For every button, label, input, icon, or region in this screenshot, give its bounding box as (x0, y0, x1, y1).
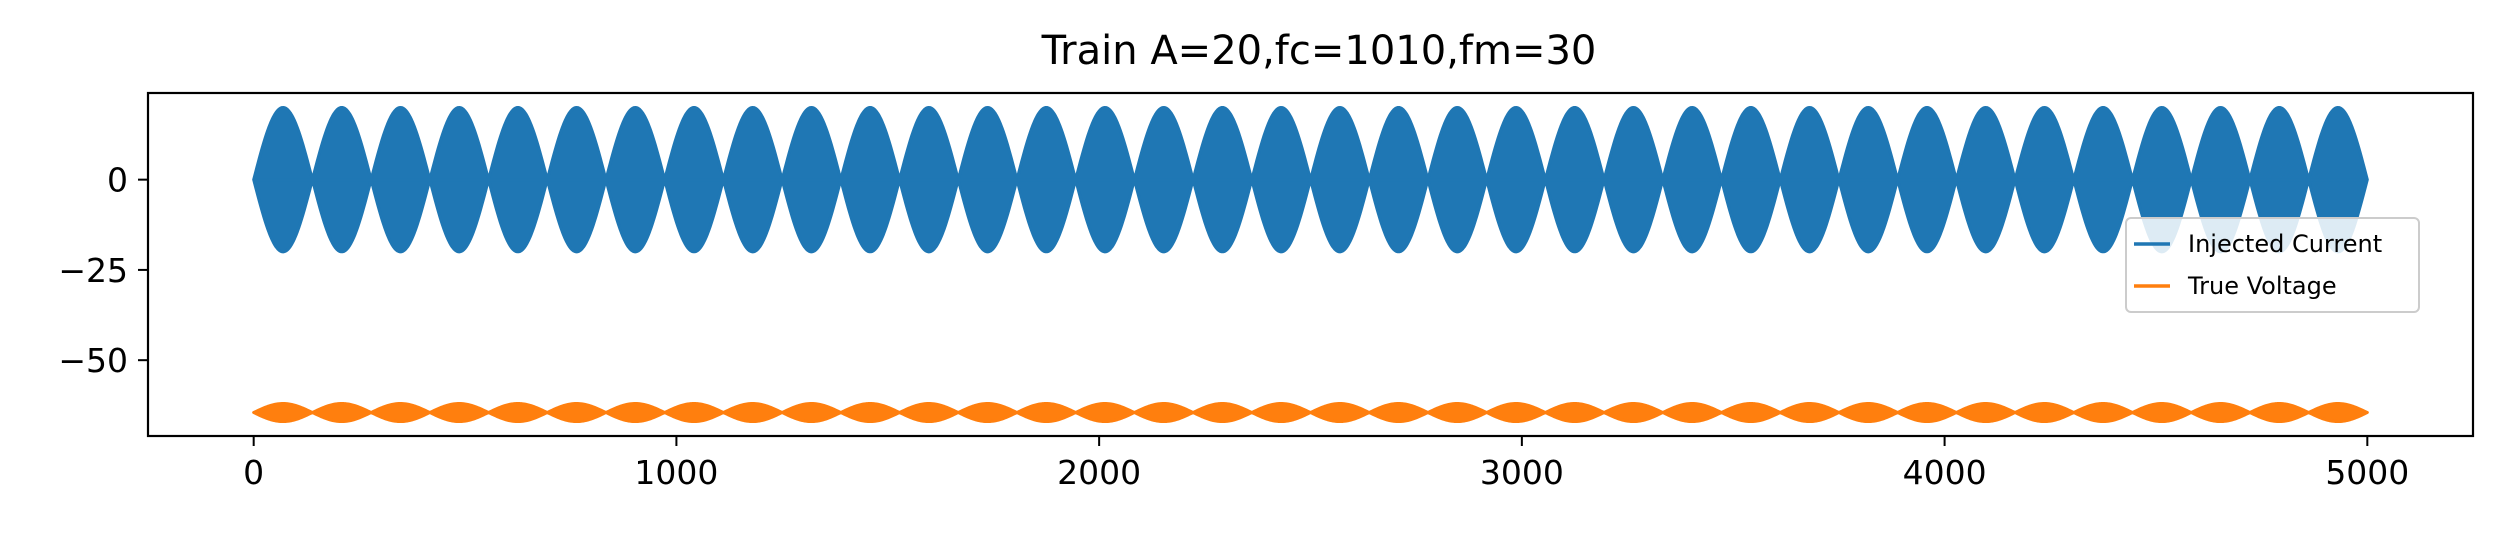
legend-label-injected-current: Injected Current (2188, 230, 2382, 258)
x-tick-label: 0 (243, 453, 264, 492)
y-tick-label: −50 (58, 341, 128, 380)
x-tick-label: 4000 (1903, 453, 1987, 492)
axes-frame (146, 91, 2475, 438)
x-axis-ticks: 0 1000 2000 3000 4000 5000 (243, 436, 2409, 492)
chart-title: Train A=20,fc=1010,fm=30 (1041, 28, 1597, 74)
legend-box (2125, 217, 2420, 313)
legend-label-true-voltage: True Voltage (2187, 272, 2337, 300)
y-tick-label: −25 (58, 251, 128, 290)
legend: Injected Current True Voltage (2125, 217, 2420, 313)
x-tick-label: 3000 (1480, 453, 1564, 492)
x-tick-label: 1000 (634, 453, 718, 492)
y-tick-label: 0 (107, 161, 128, 200)
y-axis-ticks: 0 −25 −50 (58, 161, 148, 380)
x-tick-label: 2000 (1057, 453, 1141, 492)
x-tick-label: 5000 (2325, 453, 2409, 492)
plot-series (252, 105, 2369, 424)
